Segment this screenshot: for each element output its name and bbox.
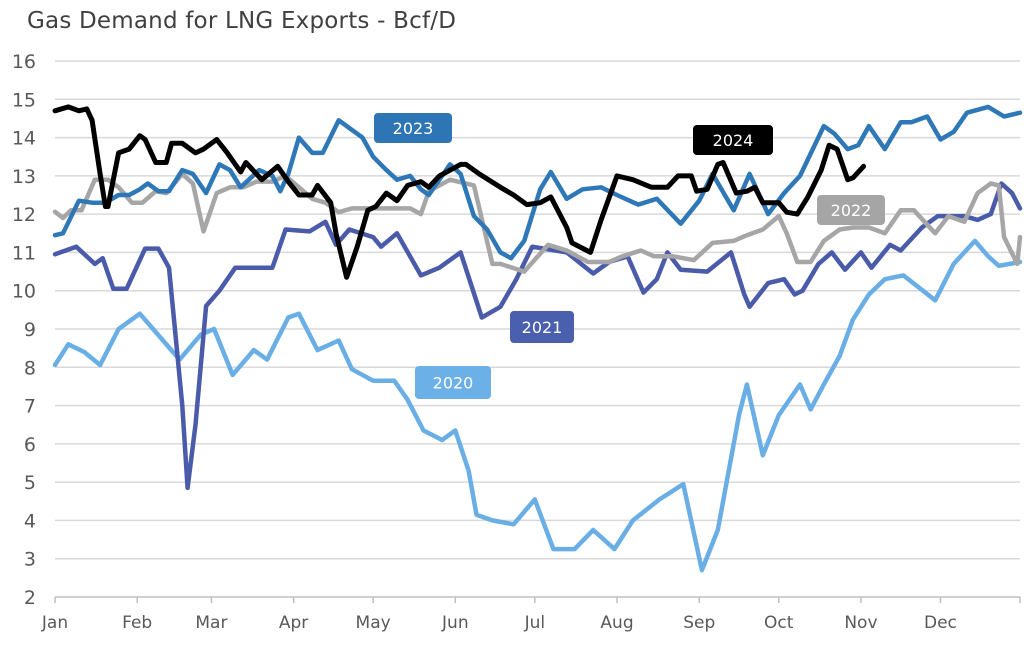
- y-tick-label: 3: [24, 549, 36, 571]
- series-label-box: [415, 366, 491, 399]
- x-tick-label: Jan: [41, 613, 68, 633]
- series-label-2021: 2021: [510, 311, 574, 343]
- chart-title: Gas Demand for LNG Exports - Bcf/D: [27, 8, 457, 34]
- y-tick-label: 13: [12, 166, 36, 188]
- x-tick-label: Sep: [683, 613, 715, 633]
- x-tick-label: Apr: [279, 613, 308, 633]
- y-tick-label: 10: [12, 281, 36, 303]
- series-line-2021: [52, 181, 1023, 491]
- y-tick-label: 4: [24, 510, 36, 532]
- y-tick-label: 16: [12, 51, 36, 73]
- series-label-text: 2024: [713, 131, 754, 150]
- series-label-2022: 2022: [817, 195, 885, 225]
- y-tick-label: 12: [12, 204, 36, 226]
- x-tick-label: Dec: [924, 613, 957, 633]
- x-tick-label: Aug: [600, 613, 633, 633]
- series-label-2024: 2024: [693, 125, 773, 155]
- x-tick-label: Oct: [764, 613, 794, 633]
- series-line-2022: [52, 171, 1023, 274]
- series-label-2020: 2020: [415, 366, 491, 399]
- series-label-text: 2021: [522, 318, 563, 337]
- y-tick-label: 14: [12, 128, 36, 150]
- series-lines: [52, 104, 1023, 573]
- y-tick-label: 5: [24, 472, 36, 494]
- series-label-box: [693, 125, 773, 155]
- series-label-2023: 2023: [374, 113, 452, 143]
- x-tick-label: Jun: [441, 613, 469, 633]
- y-tick-label: 8: [24, 357, 36, 379]
- series-label-text: 2020: [433, 374, 474, 393]
- y-tick-label: 7: [24, 396, 36, 418]
- series-label-box: [510, 311, 574, 343]
- x-axis: Jan Feb Mar Apr May Jun Jul Aug Sep Oct Nov Dec: [41, 596, 1021, 633]
- x-tick-label: Feb: [122, 613, 152, 633]
- y-tick-label: 9: [24, 319, 36, 341]
- y-tick-label: 11: [12, 242, 36, 264]
- y-tick-label: 15: [12, 89, 36, 111]
- y-tick-label: 6: [24, 434, 36, 456]
- series-label-box: [374, 113, 452, 143]
- series-label-box: [817, 195, 885, 225]
- x-tick-label: Nov: [844, 613, 877, 633]
- series-line-2024: [52, 104, 867, 280]
- series-label-text: 2022: [831, 201, 872, 220]
- series-label-text: 2023: [393, 119, 434, 138]
- x-tick-label: Jul: [524, 613, 546, 633]
- y-tick-label: 2: [24, 587, 36, 609]
- y-axis-ticks: 2 3 4 5 6 7 8 9 10 11 12 13 14 15 16: [12, 51, 36, 609]
- series-line-2020: [52, 238, 1023, 573]
- series-line-2023: [52, 104, 1023, 261]
- x-tick-label: Mar: [195, 613, 227, 633]
- series-labels: 2020 2021 2022 2023 2024: [374, 113, 885, 399]
- x-tick-label: May: [356, 613, 391, 633]
